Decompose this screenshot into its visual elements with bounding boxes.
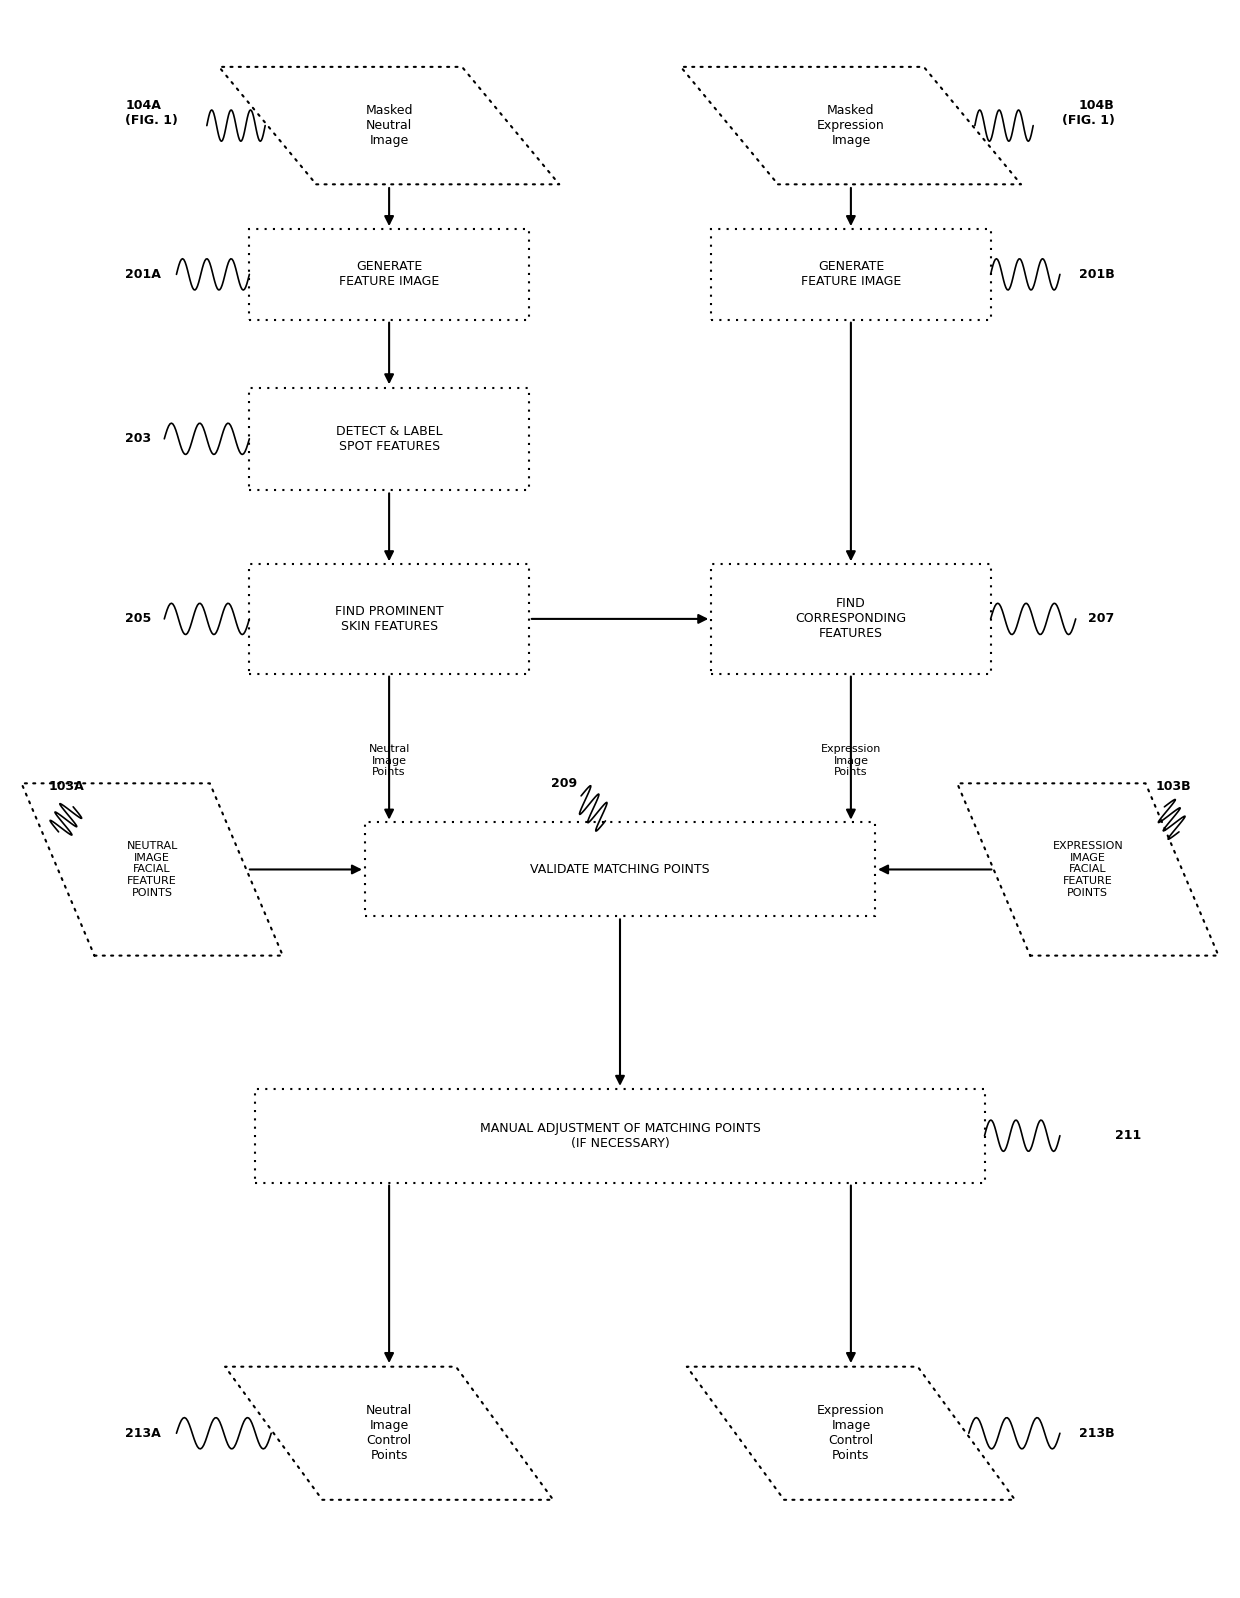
Text: Expression
Image
Control
Points: Expression Image Control Points [817, 1405, 885, 1462]
Text: GENERATE
FEATURE IMAGE: GENERATE FEATURE IMAGE [339, 260, 439, 288]
Bar [255, 1088, 985, 1183]
Text: FIND
CORRESPONDING
FEATURES: FIND CORRESPONDING FEATURES [795, 598, 906, 641]
Text: Masked
Expression
Image: Masked Expression Image [817, 104, 885, 147]
Text: 104B
(FIG. 1): 104B (FIG. 1) [1061, 99, 1115, 128]
Bar [711, 229, 991, 320]
Bar [365, 823, 875, 916]
Text: 201B: 201B [1079, 268, 1115, 281]
Text: 209: 209 [552, 777, 578, 789]
Bar [711, 564, 991, 674]
Text: NEUTRAL
IMAGE
FACIAL
FEATURE
POINTS: NEUTRAL IMAGE FACIAL FEATURE POINTS [126, 841, 177, 898]
Text: 104A
(FIG. 1): 104A (FIG. 1) [125, 99, 179, 128]
Text: 203: 203 [125, 433, 151, 446]
Text: Neutral
Image
Points: Neutral Image Points [368, 745, 409, 777]
Text: Expression
Image
Points: Expression Image Points [821, 745, 882, 777]
Text: GENERATE
FEATURE IMAGE: GENERATE FEATURE IMAGE [801, 260, 901, 288]
Text: FIND PROMINENT
SKIN FEATURES: FIND PROMINENT SKIN FEATURES [335, 606, 444, 633]
Text: DETECT & LABEL
SPOT FEATURES: DETECT & LABEL SPOT FEATURES [336, 425, 443, 452]
Bar [249, 229, 528, 320]
Text: 207: 207 [1089, 612, 1115, 625]
Text: EXPRESSION
IMAGE
FACIAL
FEATURE
POINTS: EXPRESSION IMAGE FACIAL FEATURE POINTS [1053, 841, 1123, 898]
Text: 103B: 103B [1156, 780, 1192, 793]
Text: 211: 211 [1115, 1130, 1141, 1143]
Text: Masked
Neutral
Image: Masked Neutral Image [366, 104, 413, 147]
Text: 103A: 103A [48, 780, 84, 793]
Bar [249, 564, 528, 674]
Text: VALIDATE MATCHING POINTS: VALIDATE MATCHING POINTS [531, 863, 709, 876]
Text: 201A: 201A [125, 268, 161, 281]
Text: 213B: 213B [1079, 1427, 1115, 1440]
Text: Neutral
Image
Control
Points: Neutral Image Control Points [366, 1405, 412, 1462]
Text: 213A: 213A [125, 1427, 161, 1440]
Text: MANUAL ADJUSTMENT OF MATCHING POINTS
(IF NECESSARY): MANUAL ADJUSTMENT OF MATCHING POINTS (IF… [480, 1122, 760, 1149]
Text: 205: 205 [125, 612, 151, 625]
Bar [249, 388, 528, 489]
